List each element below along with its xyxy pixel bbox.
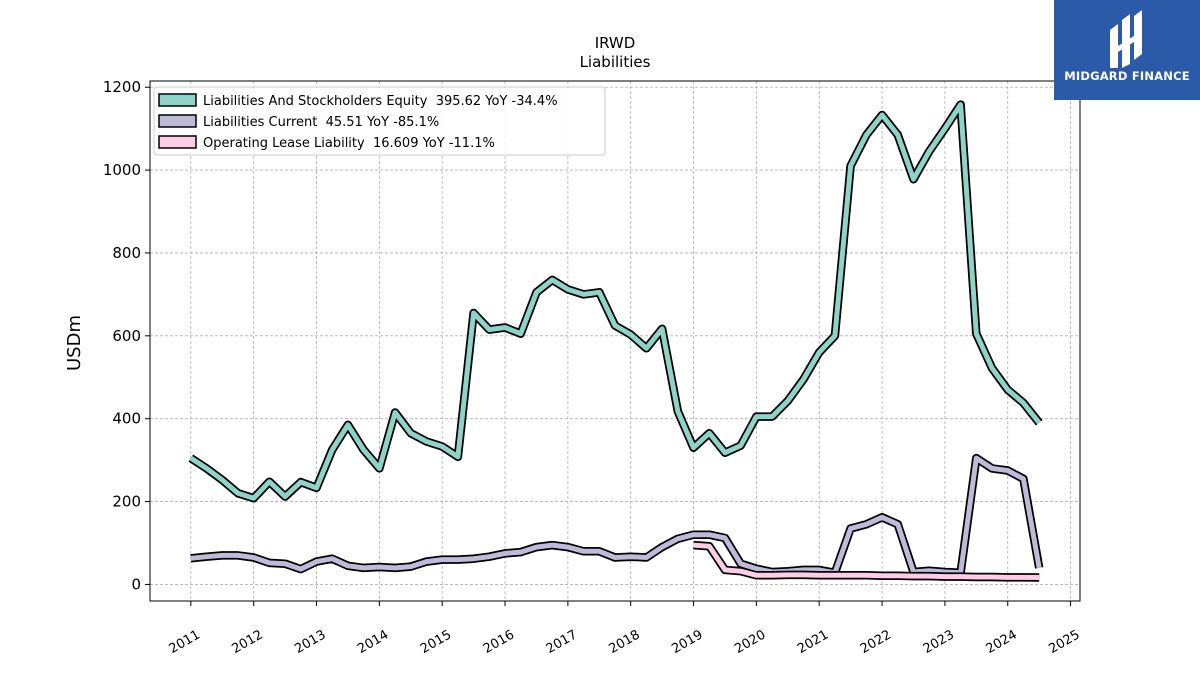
y-axis-label: USDm <box>64 315 85 371</box>
y-tick-label: 200 <box>112 493 141 511</box>
x-tick-label: 2024 <box>984 627 1020 657</box>
x-tick-label: 2025 <box>1046 627 1082 657</box>
y-ticks: 0 200 400 600 800 1000 1200 <box>103 78 150 593</box>
x-tick-label: 2017 <box>544 627 580 657</box>
y-tick-label: 1000 <box>103 161 141 179</box>
x-tick-label: 2022 <box>858 627 894 657</box>
series-line-1 <box>190 455 1042 576</box>
y-tick-label: 1200 <box>103 78 141 96</box>
x-tick-label: 2011 <box>167 627 203 657</box>
x-tick-label: 2020 <box>732 627 768 657</box>
y-tick-label: 800 <box>112 244 141 262</box>
legend-label-current: Liabilities Current 45.51 YoY -85.1% <box>203 115 439 130</box>
y-tick-label: 600 <box>112 327 141 345</box>
legend-label-lease: Operating Lease Liability 16.609 YoY -11… <box>203 136 495 151</box>
x-tick-label: 2023 <box>921 627 957 657</box>
chart-title: IRWD <box>595 34 636 52</box>
legend-label-equity: Liabilities And Stockholders Equity 395.… <box>203 94 558 109</box>
legend-swatch-lease <box>158 135 197 149</box>
brand-name: MIDGARD FINANCE <box>1064 69 1190 83</box>
grid <box>150 81 1080 601</box>
x-tick-label: 2019 <box>669 627 705 657</box>
legend: Liabilities And Stockholders Equity 395.… <box>153 86 606 156</box>
x-tick-label: 2014 <box>355 627 391 657</box>
series-line-2 <box>693 542 1040 580</box>
plot-frame <box>149 80 1081 602</box>
legend-swatch-current <box>158 114 197 128</box>
brand-logo: MIDGARD FINANCE <box>1054 0 1200 100</box>
series-line-0 <box>189 102 1042 501</box>
series-layer <box>188 100 1044 582</box>
x-tick-label: 2016 <box>481 627 517 657</box>
y-tick-label: 0 <box>131 575 141 593</box>
chart-subtitle: Liabilities <box>580 53 651 71</box>
legend-swatch-equity <box>158 93 197 107</box>
midgard-logo-icon <box>1110 10 1142 68</box>
series-outline-0 <box>188 100 1043 503</box>
x-tick-label: 2015 <box>418 627 454 657</box>
x-ticks: 2011 2012 2013 2014 2015 2016 2017 2018 2019 2020… <box>167 601 1083 657</box>
x-tick-label: 2018 <box>607 627 643 657</box>
legend-box <box>153 86 606 156</box>
y-tick-label: 400 <box>112 410 141 428</box>
x-tick-label: 2013 <box>292 627 328 657</box>
x-tick-label: 2021 <box>795 627 831 657</box>
x-tick-label: 2012 <box>230 627 266 657</box>
